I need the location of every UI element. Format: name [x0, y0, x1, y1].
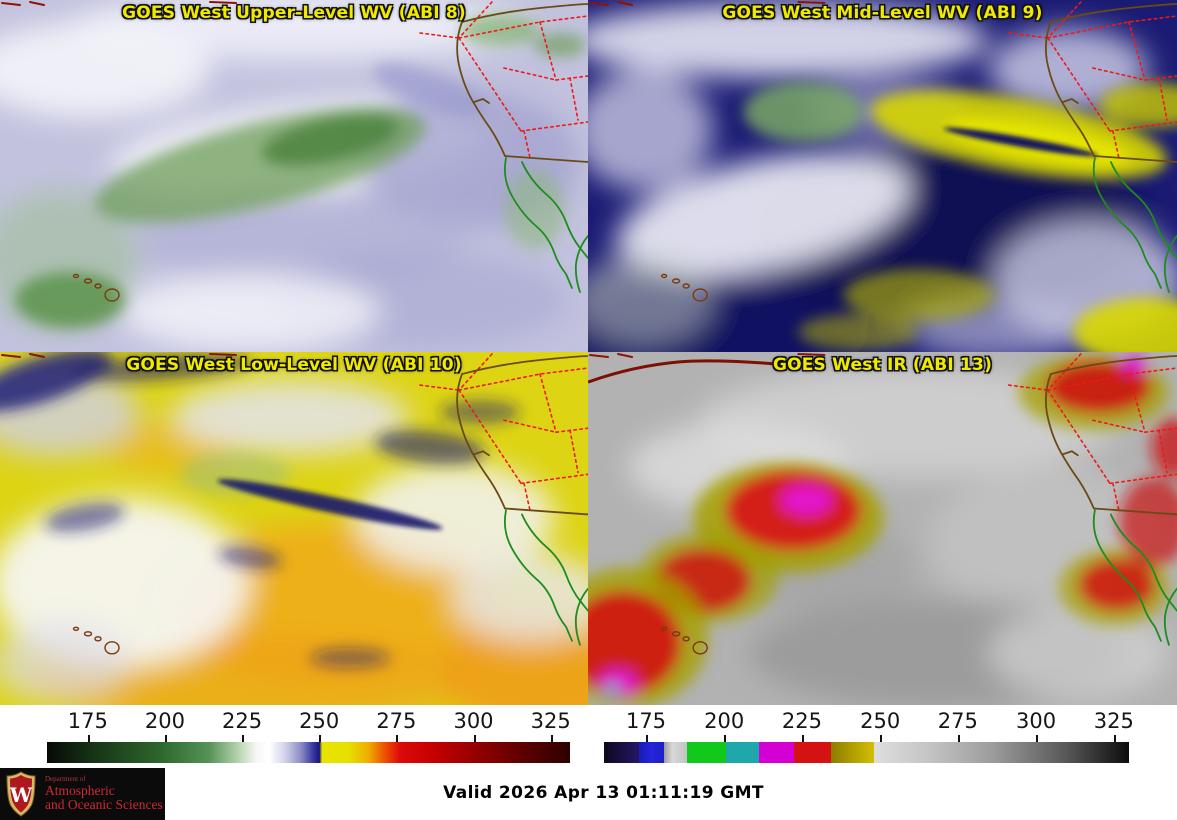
colorbar-tick-label: 225	[222, 709, 263, 733]
colorbar-ir-labels: 175 200 225 250 275 300 325	[604, 709, 1134, 733]
panel-low-level-wv: GOES West Low-Level WV (ABI 10)	[0, 352, 588, 705]
colorbar-tick-label: 200	[144, 709, 185, 733]
logo-line-2: and Oceanic Sciences	[45, 796, 163, 812]
colorbar-ir	[604, 742, 1129, 763]
footer: W Department of Atmospheric and Oceanic …	[0, 767, 1177, 820]
logo-text: Department of Atmospheric and Oceanic Sc…	[45, 775, 163, 812]
valid-time-text: Valid 2026 Apr 13 01:11:19 GMT	[443, 783, 764, 803]
satellite-panel-grid: GOES West Upper-Level WV (ABI 8)	[0, 0, 1177, 705]
colorbar-legend-row: 175 200 225 250 275 300 325 175 200 225 …	[0, 705, 1177, 767]
colorbar-tick-label: 225	[781, 709, 822, 733]
colorbar-tick-label: 300	[453, 709, 494, 733]
panel-mid-level-wv: GOES West Mid-Level WV (ABI 9)	[588, 0, 1177, 352]
panel-ir: GOES West IR (ABI 13)	[588, 352, 1177, 705]
satellite-imagery-ir	[588, 352, 1177, 705]
colorbar-wv	[47, 742, 570, 763]
colorbar-tick-label: 300	[1016, 709, 1057, 733]
uw-crest-icon: W	[6, 771, 36, 817]
colorbar-tick-label: 250	[860, 709, 901, 733]
colorbar-ir-ticks	[604, 735, 1129, 742]
colorbar-tick-label: 275	[937, 709, 978, 733]
colorbar-tick-label: 200	[704, 709, 745, 733]
panel-title-mid-wv: GOES West Mid-Level WV (ABI 9)	[722, 3, 1043, 23]
colorbar-tick-label: 250	[299, 709, 340, 733]
panel-title-low-wv: GOES West Low-Level WV (ABI 10)	[126, 355, 462, 375]
panel-upper-level-wv: GOES West Upper-Level WV (ABI 8)	[0, 0, 588, 352]
satellite-imagery-low-wv	[0, 352, 588, 705]
colorbar-wv-labels: 175 200 225 250 275 300 325	[47, 709, 571, 733]
logo-line-1: Atmospheric	[45, 782, 115, 798]
colorbar-wv-ticks	[47, 735, 570, 742]
panel-title-upper-wv: GOES West Upper-Level WV (ABI 8)	[122, 3, 466, 23]
uw-aos-logo: W Department of Atmospheric and Oceanic …	[0, 768, 165, 820]
satellite-imagery-mid-wv	[588, 0, 1177, 352]
panel-title-ir: GOES West IR (ABI 13)	[772, 355, 993, 375]
colorbar-tick-label: 325	[530, 709, 571, 733]
colorbar-tick-label: 325	[1093, 709, 1134, 733]
colorbar-tick-label: 175	[67, 709, 108, 733]
colorbar-wv-group: 175 200 225 250 275 300 325	[0, 705, 588, 767]
colorbar-ir-group: 175 200 225 250 275 300 325	[588, 705, 1177, 767]
satellite-imagery-upper-wv	[0, 0, 588, 352]
logo-dept-line: Department of	[45, 775, 86, 784]
svg-text:W: W	[9, 783, 33, 807]
colorbar-tick-label: 275	[376, 709, 417, 733]
colorbar-tick-label: 175	[625, 709, 667, 733]
